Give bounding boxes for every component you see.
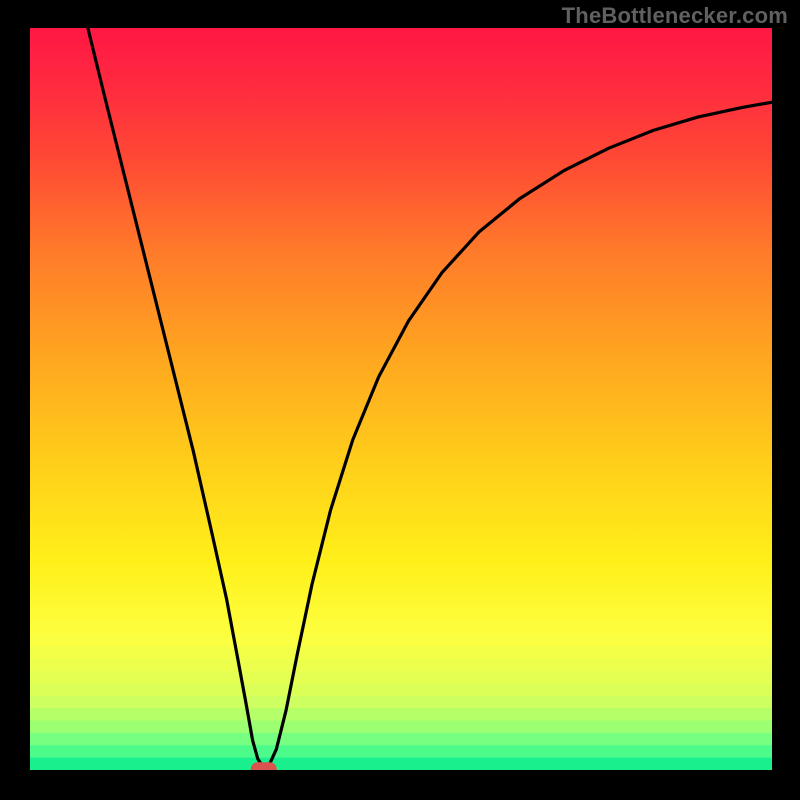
watermark-text: TheBottlenecker.com bbox=[562, 3, 788, 29]
bottleneck-chart: TheBottlenecker.com bbox=[0, 0, 800, 800]
chart-canvas bbox=[0, 0, 800, 800]
quantized-color-bands bbox=[30, 622, 772, 771]
